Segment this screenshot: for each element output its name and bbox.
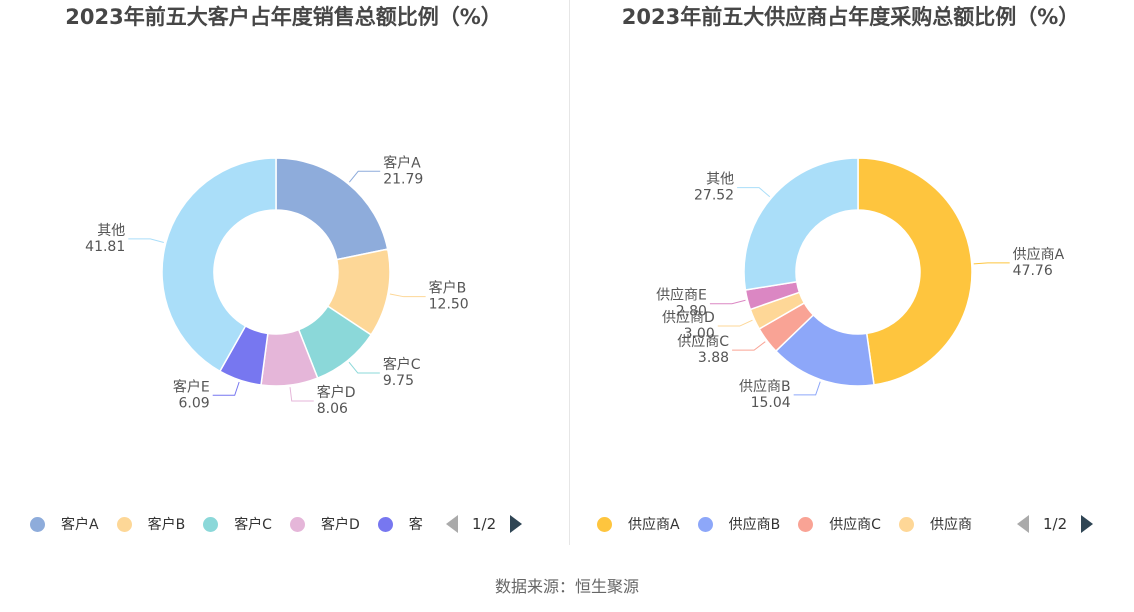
label-leader-line bbox=[709, 299, 746, 305]
slice-label-name: 客户D bbox=[317, 384, 356, 401]
label-leader-line bbox=[793, 381, 821, 396]
legend-swatch bbox=[30, 516, 45, 532]
label-leader-line bbox=[348, 361, 380, 374]
legend-items: 客户A 客户B 客户C 客户D 客 bbox=[30, 514, 440, 534]
chart-legend: 供应商A 供应商B 供应商C 供应商 1/2 bbox=[597, 512, 1094, 536]
slice-label-name: 客户A bbox=[383, 154, 421, 171]
slice-label-value: 41.81 bbox=[85, 239, 125, 255]
slice-label-value: 15.04 bbox=[751, 395, 791, 411]
label-leader-line bbox=[389, 293, 426, 298]
legend-swatch bbox=[377, 516, 393, 532]
label-leader-line bbox=[717, 319, 753, 327]
data-source-note: 数据来源：恒生聚源 bbox=[494, 577, 639, 596]
legend-swatch bbox=[203, 516, 219, 532]
slice-label-name: 其他 bbox=[706, 172, 734, 188]
donut-slice[interactable] bbox=[857, 157, 973, 386]
chart-title: 2023年前五大客户占年度销售总额比例（%） bbox=[65, 5, 502, 29]
slice-label-value: 2.80 bbox=[676, 304, 707, 320]
legend-label: 供应商C bbox=[829, 517, 881, 533]
slice-label-name: 供应商A bbox=[1013, 246, 1065, 263]
chart-title: 2023年前五大供应商占年度采购总额比例（%） bbox=[621, 5, 1080, 29]
legend-swatch bbox=[289, 516, 305, 532]
legend-next-icon[interactable] bbox=[1081, 515, 1094, 533]
legend-swatch bbox=[798, 516, 814, 532]
legend-swatch bbox=[116, 516, 132, 532]
right-chart-panel: 2023年前五大供应商占年度采购总额比例（%） 供应商A 47.76 供应商B 15.… bbox=[567, 0, 1134, 560]
slice-label-value: 12.50 bbox=[429, 297, 469, 313]
slice-label-name: 其他 bbox=[97, 223, 125, 239]
legend-label: 客户B bbox=[147, 517, 186, 533]
legend-label: 客 bbox=[408, 517, 423, 533]
donut-slice[interactable] bbox=[743, 157, 859, 291]
legend-item[interactable]: 客户D bbox=[289, 514, 360, 534]
donut-slice[interactable] bbox=[275, 157, 389, 261]
left-chart-panel: 2023年前五大客户占年度销售总额比例（%） 客户A 21.79 客户B 12.50 客… bbox=[0, 0, 567, 560]
legend-page-indicator: 1/2 bbox=[1043, 515, 1068, 533]
legend-next-icon[interactable] bbox=[510, 515, 523, 533]
legend-swatch bbox=[898, 516, 914, 532]
legend-label: 供应商 bbox=[929, 517, 972, 533]
legend-label: 客户A bbox=[61, 517, 99, 533]
legend-item[interactable]: 供应商C bbox=[798, 514, 881, 534]
legend-prev-icon[interactable] bbox=[446, 515, 458, 533]
legend-page-indicator: 1/2 bbox=[472, 515, 497, 533]
slice-label-value: 3.88 bbox=[698, 350, 729, 366]
donut-slice[interactable] bbox=[161, 157, 277, 373]
legend-label: 客户C bbox=[234, 517, 272, 533]
slice-label-value: 27.52 bbox=[694, 188, 734, 204]
legend-swatch bbox=[697, 516, 713, 532]
legend-label: 客户D bbox=[320, 517, 360, 533]
legend-label: 供应商B bbox=[728, 517, 781, 533]
slice-label-name: 供应商C bbox=[677, 333, 729, 350]
legend-item[interactable]: 客户C bbox=[203, 514, 272, 534]
legend-item[interactable]: 客户A bbox=[30, 514, 99, 534]
legend-item[interactable]: 供应商 bbox=[898, 514, 972, 534]
slice-label-value: 47.76 bbox=[1013, 263, 1053, 279]
slice-label-name: 供应商B bbox=[739, 378, 791, 395]
slice-label-name: 客户E bbox=[173, 378, 210, 395]
label-leader-line bbox=[289, 387, 314, 402]
legend-pager: 1/2 bbox=[1017, 515, 1094, 533]
label-leader-line bbox=[128, 238, 164, 243]
label-leader-line bbox=[732, 341, 766, 351]
slice-label-value: 3.00 bbox=[684, 326, 715, 342]
slice-label-name: 供应商D bbox=[662, 309, 715, 326]
slice-label-value: 8.06 bbox=[317, 401, 348, 417]
legend-item[interactable]: 客 bbox=[377, 514, 423, 534]
slice-label-value: 9.75 bbox=[383, 373, 414, 389]
label-leader-line bbox=[348, 170, 381, 183]
legend-item[interactable]: 客户B bbox=[116, 514, 186, 534]
slice-label-name: 客户B bbox=[429, 280, 467, 297]
label-leader-line bbox=[212, 381, 240, 396]
label-leader-line bbox=[737, 187, 771, 198]
legend-prev-icon[interactable] bbox=[1017, 515, 1029, 533]
slice-label-name: 客户C bbox=[383, 356, 421, 373]
legend-pager: 1/2 bbox=[446, 515, 523, 533]
label-leader-line bbox=[973, 262, 1010, 265]
legend-item[interactable]: 供应商A bbox=[597, 514, 680, 534]
panel-divider bbox=[569, 0, 570, 545]
legend-item[interactable]: 供应商B bbox=[697, 514, 781, 534]
legend-swatch bbox=[597, 516, 612, 532]
legend-items: 供应商A 供应商B 供应商C 供应商 bbox=[597, 514, 1011, 534]
slice-label-value: 6.09 bbox=[179, 395, 210, 411]
slice-label-value: 21.79 bbox=[383, 171, 423, 187]
legend-label: 供应商A bbox=[628, 517, 680, 533]
slice-label-name: 供应商E bbox=[656, 287, 707, 304]
chart-legend: 客户A 客户B 客户C 客户D 客 1/2 bbox=[30, 512, 523, 536]
